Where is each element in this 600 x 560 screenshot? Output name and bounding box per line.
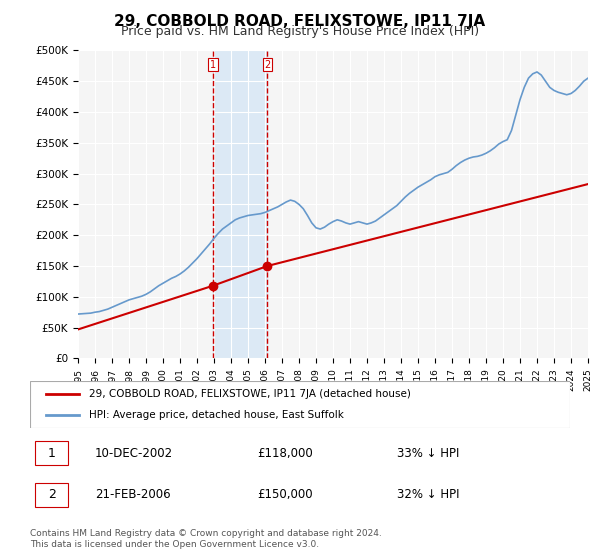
Text: 21-FEB-2006: 21-FEB-2006 xyxy=(95,488,170,501)
Text: Contains HM Land Registry data © Crown copyright and database right 2024.
This d: Contains HM Land Registry data © Crown c… xyxy=(30,529,382,549)
Text: 29, COBBOLD ROAD, FELIXSTOWE, IP11 7JA (detached house): 29, COBBOLD ROAD, FELIXSTOWE, IP11 7JA (… xyxy=(89,389,411,399)
Text: 2: 2 xyxy=(264,60,271,69)
Text: 29, COBBOLD ROAD, FELIXSTOWE, IP11 7JA: 29, COBBOLD ROAD, FELIXSTOWE, IP11 7JA xyxy=(115,14,485,29)
Text: £118,000: £118,000 xyxy=(257,446,313,460)
Text: £150,000: £150,000 xyxy=(257,488,313,501)
Text: 2: 2 xyxy=(47,488,56,501)
FancyBboxPatch shape xyxy=(35,483,68,507)
Text: 1: 1 xyxy=(47,446,56,460)
Text: HPI: Average price, detached house, East Suffolk: HPI: Average price, detached house, East… xyxy=(89,410,344,420)
Text: 33% ↓ HPI: 33% ↓ HPI xyxy=(397,446,460,460)
Text: 32% ↓ HPI: 32% ↓ HPI xyxy=(397,488,460,501)
FancyBboxPatch shape xyxy=(30,381,570,428)
Bar xyxy=(213,50,268,358)
Text: 10-DEC-2002: 10-DEC-2002 xyxy=(95,446,173,460)
Text: Price paid vs. HM Land Registry's House Price Index (HPI): Price paid vs. HM Land Registry's House … xyxy=(121,25,479,38)
Text: 1: 1 xyxy=(210,60,216,69)
FancyBboxPatch shape xyxy=(35,441,68,465)
